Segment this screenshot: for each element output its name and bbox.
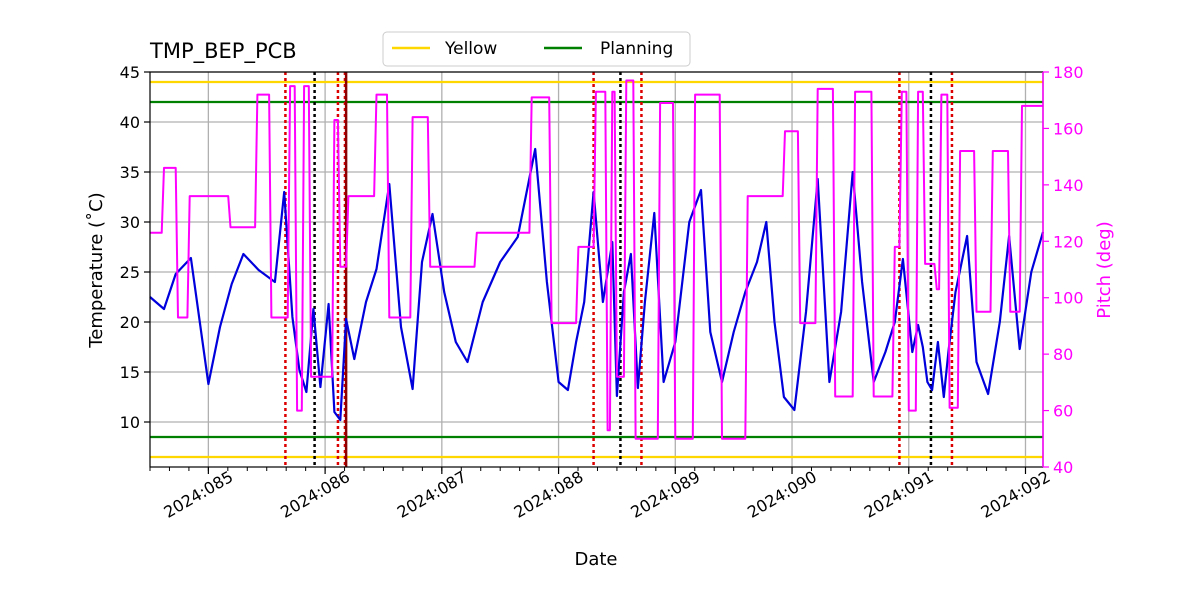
legend-box [382, 31, 691, 67]
y2-tick-label: 160 [1053, 119, 1084, 138]
data-series [149, 79, 1045, 440]
y2-axis-label: Pitch (deg) [1094, 221, 1115, 319]
y2-tick-label: 60 [1053, 402, 1073, 421]
vertical-event-markers [284, 72, 954, 467]
y-tick-label: 20 [120, 313, 140, 332]
x-tick-label: 2024:087 [394, 467, 470, 522]
y-tick-label: 10 [120, 413, 140, 432]
y2-tick-label: 100 [1053, 289, 1084, 308]
y2-tick-label: 40 [1053, 458, 1073, 477]
y-tick-label: 30 [120, 213, 140, 232]
chart-title: TMP_BEP_PCB [149, 39, 297, 64]
x-tick-label: 2024:089 [627, 467, 703, 522]
y-tick-label: 15 [120, 363, 140, 382]
y-tick-label: 45 [120, 63, 140, 82]
y2-tick-label: 80 [1053, 345, 1073, 364]
x-tick-label: 2024:091 [861, 467, 937, 522]
y-tick-label: 40 [120, 113, 140, 132]
x-axis-label: Date [574, 549, 617, 570]
pitch-series-line [150, 79, 1043, 440]
x-tick-label: 2024:085 [160, 467, 236, 522]
legend: Yellow Planning [382, 31, 691, 67]
x-tick-label: 2024:088 [511, 467, 587, 522]
y-tick-label: 25 [120, 263, 140, 282]
y2-tick-label: 120 [1053, 232, 1084, 251]
x-tick-label: 2024:086 [277, 467, 353, 522]
y2-tick-label: 180 [1053, 63, 1084, 82]
y-axis-label: Temperature (˚C) [86, 192, 107, 348]
x-tick-label: 2024:090 [744, 467, 820, 522]
legend-label-planning: Planning [600, 39, 673, 59]
x-tick-label: 2024:092 [978, 467, 1054, 522]
y-tick-label: 35 [120, 163, 140, 182]
legend-label-yellow: Yellow [444, 39, 497, 59]
y2-tick-label: 140 [1053, 176, 1084, 195]
